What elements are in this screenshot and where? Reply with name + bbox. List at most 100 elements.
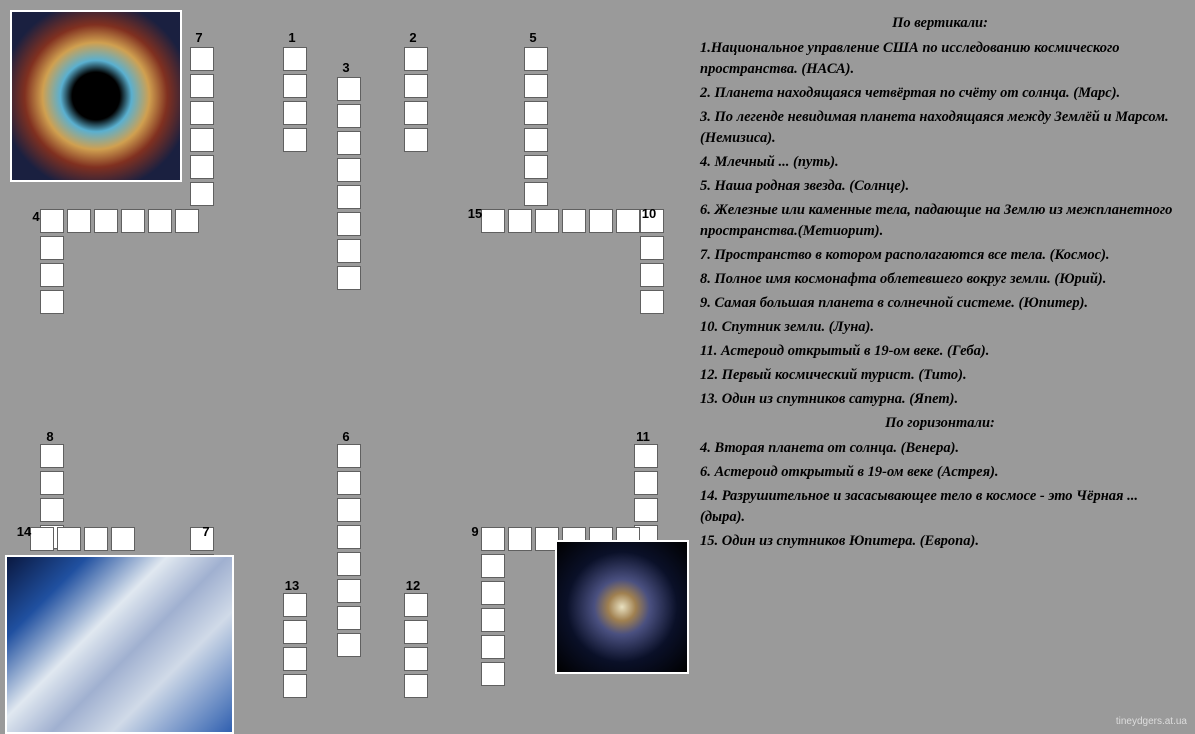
crossword-cell[interactable]: [40, 498, 64, 522]
clouds-image: [5, 555, 234, 734]
clue-v3: 3. По легенде невидимая планета находяща…: [700, 107, 1180, 149]
crossword-cell[interactable]: [404, 620, 428, 644]
crossword-cell[interactable]: [481, 635, 505, 659]
clue-v10: 10. Спутник земли. (Луна).: [700, 317, 1180, 338]
crossword-cell[interactable]: [337, 471, 361, 495]
crossword-cell[interactable]: [283, 593, 307, 617]
crossword-cell[interactable]: [283, 128, 307, 152]
crossword-cell[interactable]: [175, 209, 199, 233]
crossword-cell[interactable]: [481, 209, 505, 233]
crossword-cell[interactable]: [640, 236, 664, 260]
crossword-cell[interactable]: [30, 527, 54, 551]
crossword-cell[interactable]: [640, 263, 664, 287]
crossword-cell[interactable]: [190, 47, 214, 71]
crossword-cell[interactable]: [337, 239, 361, 263]
crossword-cell[interactable]: [524, 128, 548, 152]
crossword-cell[interactable]: [337, 77, 361, 101]
crossword-cell[interactable]: [508, 527, 532, 551]
clue-h15: 15. Один из спутников Юпитера. (Европа).: [700, 531, 1180, 552]
crossword-cell[interactable]: [634, 444, 658, 468]
clue-number: 7: [190, 30, 208, 45]
crossword-cell[interactable]: [337, 266, 361, 290]
crossword-cell[interactable]: [190, 74, 214, 98]
clue-number: 6: [337, 429, 355, 444]
crossword-cell[interactable]: [337, 104, 361, 128]
footer-credit: tineydgers.at.ua: [1116, 716, 1187, 727]
crossword-cell[interactable]: [634, 498, 658, 522]
crossword-cell[interactable]: [404, 128, 428, 152]
crossword-cell[interactable]: [40, 471, 64, 495]
crossword-cell[interactable]: [481, 608, 505, 632]
crossword-cell[interactable]: [640, 290, 664, 314]
crossword-cell[interactable]: [524, 101, 548, 125]
clue-h14: 14. Разрушительное и засасывающее тело в…: [700, 486, 1180, 528]
clue-h4: 4. Вторая планета от солнца. (Венера).: [700, 438, 1180, 459]
crossword-cell[interactable]: [524, 155, 548, 179]
crossword-cell[interactable]: [337, 579, 361, 603]
clue-number: 10: [640, 206, 658, 221]
clue-v9: 9. Самая большая планета в солнечной сис…: [700, 293, 1180, 314]
crossword-cell[interactable]: [481, 662, 505, 686]
crossword-cell[interactable]: [634, 471, 658, 495]
crossword-cell[interactable]: [337, 606, 361, 630]
crossword-cell[interactable]: [337, 158, 361, 182]
crossword-cell[interactable]: [283, 101, 307, 125]
clue-number: 4: [27, 209, 45, 224]
crossword-cell[interactable]: [337, 498, 361, 522]
crossword-cell[interactable]: [337, 525, 361, 549]
clue-number: 15: [466, 206, 484, 221]
crossword-cell[interactable]: [283, 74, 307, 98]
crossword-cell[interactable]: [562, 209, 586, 233]
crossword-cell[interactable]: [111, 527, 135, 551]
crossword-cell[interactable]: [190, 182, 214, 206]
crossword-cell[interactable]: [40, 263, 64, 287]
crossword-cell[interactable]: [508, 209, 532, 233]
crossword-cell[interactable]: [40, 444, 64, 468]
clues-panel: По вертикали: 1.Национальное управление …: [700, 10, 1180, 555]
crossword-cell[interactable]: [589, 209, 613, 233]
clue-number: 5: [524, 30, 542, 45]
crossword-cell[interactable]: [283, 674, 307, 698]
crossword-cell[interactable]: [404, 647, 428, 671]
crossword-cell[interactable]: [337, 552, 361, 576]
crossword-cell[interactable]: [535, 209, 559, 233]
crossword-cell[interactable]: [190, 155, 214, 179]
crossword-cell[interactable]: [404, 74, 428, 98]
crossword-cell[interactable]: [481, 527, 505, 551]
crossword-cell[interactable]: [404, 101, 428, 125]
crossword-cell[interactable]: [481, 554, 505, 578]
crossword-cell[interactable]: [57, 527, 81, 551]
clue-v11: 11. Астероид открытый в 19-ом веке. (Геб…: [700, 341, 1180, 362]
clue-v5: 5. Наша родная звезда. (Солнце).: [700, 176, 1180, 197]
crossword-cell[interactable]: [283, 647, 307, 671]
crossword-cell[interactable]: [40, 236, 64, 260]
crossword-cell[interactable]: [337, 131, 361, 155]
crossword-cell[interactable]: [337, 185, 361, 209]
clue-v7: 7. Пространство в котором располагаются …: [700, 245, 1180, 266]
clue-number: 1: [283, 30, 301, 45]
crossword-cell[interactable]: [40, 290, 64, 314]
crossword-cell[interactable]: [404, 674, 428, 698]
crossword-cell[interactable]: [148, 209, 172, 233]
crossword-cell[interactable]: [524, 74, 548, 98]
clue-number: 12: [404, 578, 422, 593]
crossword-cell[interactable]: [190, 101, 214, 125]
crossword-cell[interactable]: [84, 527, 108, 551]
crossword-cell[interactable]: [94, 209, 118, 233]
crossword-cell[interactable]: [283, 620, 307, 644]
crossword-cell[interactable]: [283, 47, 307, 71]
crossword-cell[interactable]: [524, 182, 548, 206]
crossword-cell[interactable]: [190, 128, 214, 152]
crossword-cell[interactable]: [67, 209, 91, 233]
crossword-cell[interactable]: [404, 47, 428, 71]
crossword-cell[interactable]: [481, 581, 505, 605]
crossword-cell[interactable]: [337, 444, 361, 468]
horizontal-heading: По горизонтали:: [700, 413, 1180, 434]
crossword-cell[interactable]: [404, 593, 428, 617]
crossword-cell[interactable]: [616, 209, 640, 233]
crossword-cell[interactable]: [337, 212, 361, 236]
crossword-cell[interactable]: [337, 633, 361, 657]
clue-v6: 6. Железные или каменные тела, падающие …: [700, 200, 1180, 242]
crossword-cell[interactable]: [121, 209, 145, 233]
crossword-cell[interactable]: [524, 47, 548, 71]
